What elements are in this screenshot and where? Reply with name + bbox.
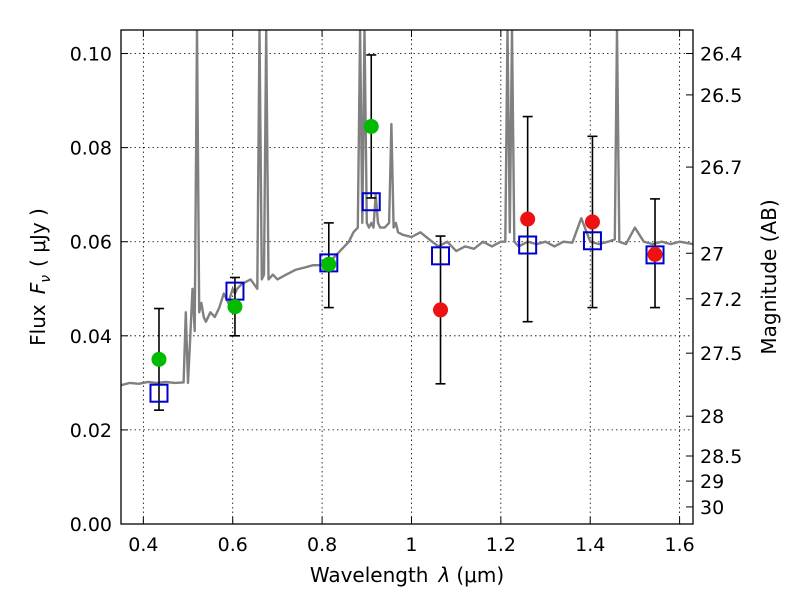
magnitude-tick-label: 30 — [700, 497, 724, 519]
magnitude-tick-label: 29 — [700, 471, 724, 493]
x-tick-label: 1.4 — [575, 534, 605, 556]
magnitude-tick-label: 28.5 — [700, 446, 742, 468]
magnitude-tick-label: 27 — [700, 243, 724, 265]
observed-optical-point — [227, 299, 243, 315]
y-axis-ticks: 0.00 0.02 0.04 0.06 0.08 0.10 — [70, 44, 128, 536]
observed-ir-point — [647, 246, 663, 262]
magnitude-tick-label: 27.5 — [700, 343, 742, 365]
magnitude-tick-label: 28 — [700, 406, 724, 428]
y-axis-title: FluxFν( μJy ) — [26, 208, 54, 346]
model-photometry-square — [645, 245, 665, 265]
observed-ir-point — [520, 211, 536, 227]
x-tick-label: 1 — [405, 534, 417, 556]
observed-ir-point — [433, 302, 449, 318]
magnitude-tick-label: 26.4 — [700, 43, 742, 65]
model-photometry-square — [518, 235, 538, 255]
observed-optical-point — [363, 118, 379, 134]
y-tick-label: 0.08 — [70, 138, 112, 160]
model-spectrum-line — [121, 30, 693, 387]
x-tick-label: 0.6 — [218, 534, 248, 556]
model-photometry-square — [431, 246, 451, 266]
magnitude-axis-title: Magnitude (AB) — [757, 199, 781, 354]
plot-frame — [120, 29, 694, 525]
observed-points-layer — [151, 118, 663, 367]
model-photometry-square — [361, 192, 381, 212]
model-photometry-square — [149, 383, 169, 403]
y-tick-label: 0.10 — [70, 44, 112, 66]
x-axis-ticks: 0.4 0.6 0.8 1 1.2 1.4 1.6 — [128, 30, 695, 556]
magnitude-tick-label: 26.5 — [700, 85, 742, 107]
magnitude-tick-label: 27.2 — [700, 289, 742, 311]
observed-optical-point — [321, 256, 337, 272]
y-tick-label: 0.00 — [70, 514, 112, 536]
x-axis-title: Wavelength λ (μm) — [310, 563, 504, 587]
y-tick-label: 0.06 — [70, 232, 112, 254]
model-photometry-square — [582, 231, 602, 251]
x-tick-label: 0.8 — [307, 534, 337, 556]
magnitude-axis-ticks: 26.4 26.5 26.7 27 27.2 27.5 28 28.5 29 30 — [686, 43, 742, 519]
spectrum-layer — [121, 30, 693, 387]
magnitude-tick-label: 26.7 — [700, 157, 742, 179]
y-tick-label: 0.04 — [70, 326, 112, 348]
x-tick-label: 1.6 — [664, 534, 694, 556]
x-tick-label: 1.2 — [486, 534, 516, 556]
grid — [121, 30, 693, 525]
observed-optical-point — [151, 351, 167, 367]
y-tick-label: 0.02 — [70, 420, 112, 442]
observed-ir-point — [584, 214, 600, 230]
x-tick-label: 0.4 — [128, 534, 158, 556]
model-points-layer — [149, 192, 665, 403]
